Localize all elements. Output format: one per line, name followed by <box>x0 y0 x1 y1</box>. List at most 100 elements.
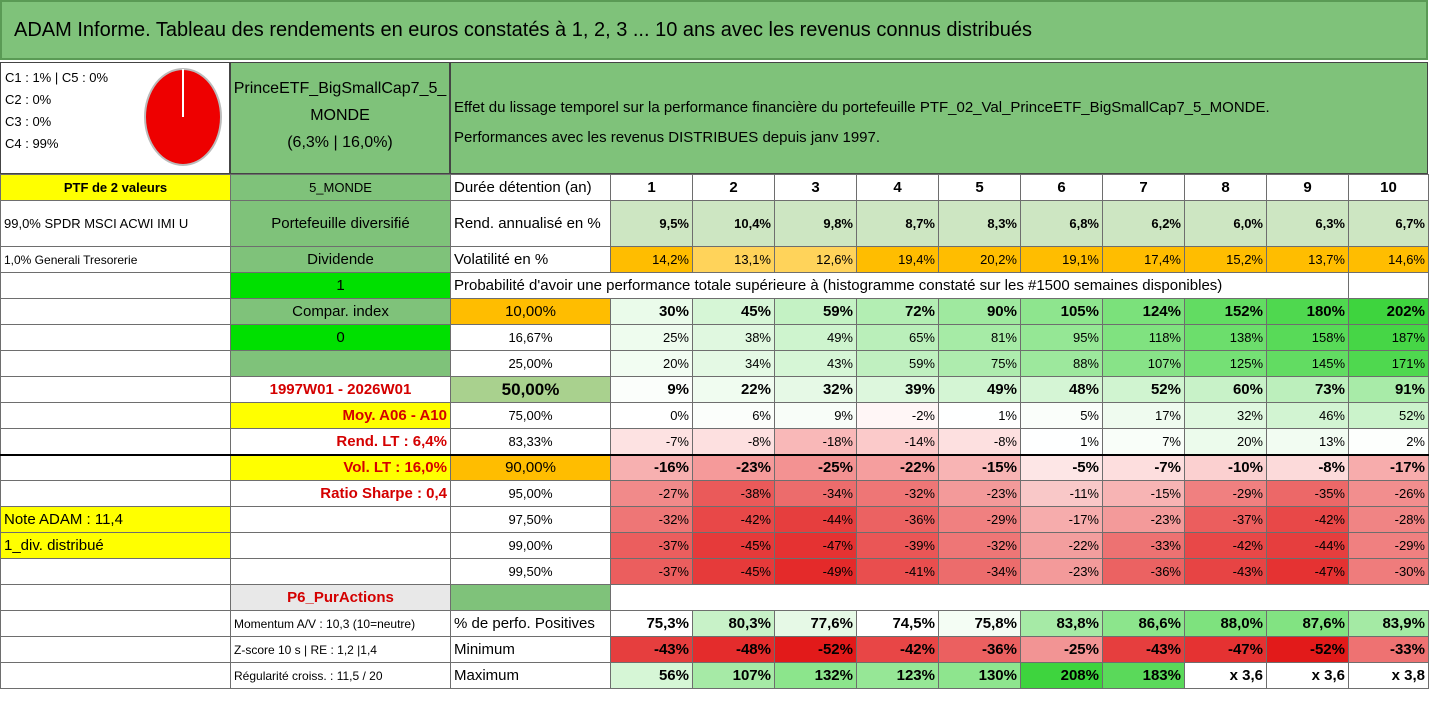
stat-value-cell: 83,8% <box>1020 610 1103 637</box>
quantile-value-cell: -23% <box>1102 506 1185 533</box>
quantile-value-cell: -8% <box>1266 454 1349 481</box>
compar-index-label: Compar. index <box>230 298 451 325</box>
quantile-value-cell: -14% <box>856 428 939 456</box>
quantile-value-cell: 34% <box>692 350 775 377</box>
empty-cell <box>0 428 231 456</box>
quantile-value-cell: 9% <box>774 402 857 429</box>
quantile-value-cell: 124% <box>1102 298 1185 325</box>
quantile-value-cell: -32% <box>610 506 693 533</box>
year-header: 2 <box>692 174 775 201</box>
quantile-value-cell: 5% <box>1020 402 1103 429</box>
stat-value-cell: 86,6% <box>1102 610 1185 637</box>
quantile-value-cell: 49% <box>774 324 857 351</box>
stat-value-cell: -43% <box>1102 636 1185 663</box>
stat-value-cell: 123% <box>856 662 939 689</box>
stat-value-cell: -48% <box>692 636 775 663</box>
stat-value-cell: x 3,6 <box>1184 662 1267 689</box>
quantile-value-cell: -11% <box>1020 480 1103 507</box>
quantile-value-cell: 7% <box>1102 428 1185 456</box>
quantile-value-cell: -17% <box>1020 506 1103 533</box>
empty-cell <box>0 402 231 429</box>
stat-value-cell: -33% <box>1348 636 1429 663</box>
return-cell: 9,8% <box>774 200 857 247</box>
quantile-value-cell: 90% <box>938 298 1021 325</box>
returns-table: PTF de 2 valeurs 5_MONDE Durée détention… <box>0 174 1429 689</box>
quantile-value-cell: -33% <box>1102 532 1185 559</box>
quantile-value-cell: 52% <box>1102 376 1185 403</box>
period-label: 1997W01 - 2026W01 <box>230 376 451 403</box>
quantile-value-cell: 72% <box>856 298 939 325</box>
header-row: PTF de 2 valeurs 5_MONDE Durée détention… <box>0 174 1429 201</box>
index-flag[interactable]: 0 <box>230 324 451 351</box>
stat-value-cell: -25% <box>1020 636 1103 663</box>
year-header: 10 <box>1348 174 1429 201</box>
stat-label: Minimum <box>450 636 611 663</box>
empty-cell <box>0 376 231 403</box>
quantile-value-cell: 32% <box>774 376 857 403</box>
quantile-value-cell: -34% <box>774 480 857 507</box>
indicator-label: Z-score 10 s | RE : 1,2 |1,4 <box>230 636 451 663</box>
quantile-value-cell: 43% <box>774 350 857 377</box>
quantile-value-cell: -32% <box>938 532 1021 559</box>
empty-cell <box>0 558 231 585</box>
adam-note: Note ADAM : 11,4 <box>0 506 231 533</box>
quantile-value-cell: -36% <box>1102 558 1185 585</box>
quantile-value-cell: 202% <box>1348 298 1429 325</box>
dividend-flag[interactable]: 1 <box>230 272 451 299</box>
quantile-value-cell: 59% <box>774 298 857 325</box>
quantile-value-cell: 91% <box>1348 376 1429 403</box>
quantile-value-cell: -44% <box>1266 532 1349 559</box>
quantile-value-cell: -41% <box>856 558 939 585</box>
year-header: 3 <box>774 174 857 201</box>
indicator-label: Momentum A/V : 10,3 (10=neutre) <box>230 610 451 637</box>
minimum-row: Z-score 10 s | RE : 1,2 |1,4 Minimum -43% -… <box>0 636 1429 663</box>
volatility-cell: 12,6% <box>774 246 857 273</box>
diversified-label: Portefeuille diversifié <box>230 200 451 247</box>
stat-value-cell: -42% <box>856 636 939 663</box>
quantile-value-cell: -42% <box>1184 532 1267 559</box>
quantile-value-cell: 45% <box>692 298 775 325</box>
volatility-cell: 14,2% <box>610 246 693 273</box>
quantile-value-cell: -39% <box>856 532 939 559</box>
quantile-value-cell: 20% <box>1184 428 1267 456</box>
empty-cell <box>0 454 231 481</box>
quantile-label: 10,00% <box>450 298 611 325</box>
long-term-volatility: Vol. LT : 16,0% <box>230 454 451 481</box>
volatility-cell: 13,1% <box>692 246 775 273</box>
stat-value-cell: 80,3% <box>692 610 775 637</box>
description-box: Effet du lissage temporel sur la perform… <box>450 62 1428 174</box>
probability-header-row: 1 Probabilité d'avoir une performance to… <box>0 272 1429 299</box>
quantile-value-cell: 118% <box>1102 324 1185 351</box>
quantile-value-cell: -45% <box>692 558 775 585</box>
quantile-value-cell: 88% <box>1020 350 1103 377</box>
quantile-label: 95,00% <box>450 480 611 507</box>
quantile-value-cell: 52% <box>1348 402 1429 429</box>
quantile-value-cell: 20% <box>610 350 693 377</box>
quantile-value-cell: -47% <box>774 532 857 559</box>
class-line-3: C3 : 0% <box>5 114 52 129</box>
quantile-row: 0 16,67% 25% 38% 49% 65% 81% 95% 118% 138% 158% 187… <box>0 324 1429 351</box>
quantile-value-cell: -15% <box>1102 480 1185 507</box>
quantile-value-cell: -22% <box>856 454 939 481</box>
stat-value-cell: -47% <box>1184 636 1267 663</box>
quantile-value-cell: -29% <box>1184 480 1267 507</box>
dividend-label: Dividende <box>230 246 451 273</box>
quantile-row: Ratio Sharpe : 0,4 95,00% -27% -38% -34% -32%… <box>0 480 1429 507</box>
volatility-cell: 17,4% <box>1102 246 1185 273</box>
quantile-value-cell: -37% <box>610 532 693 559</box>
empty-cell <box>230 532 451 559</box>
quantile-value-cell: 22% <box>692 376 775 403</box>
quantile-value-cell: -27% <box>610 480 693 507</box>
stat-label: % de perfo. Positives <box>450 610 611 637</box>
dividend-distributed: 1_div. distribué <box>0 532 231 559</box>
empty-cell <box>0 480 231 507</box>
quantile-value-cell: 32% <box>1184 402 1267 429</box>
volatility-cell: 13,7% <box>1266 246 1349 273</box>
quantile-value-cell: -35% <box>1266 480 1349 507</box>
average-label: Moy. A06 - A10 <box>230 402 451 429</box>
year-header: 8 <box>1184 174 1267 201</box>
quantile-value-cell: -26% <box>1348 480 1429 507</box>
quantile-value-cell: -15% <box>938 454 1021 481</box>
quantile-value-cell: 81% <box>938 324 1021 351</box>
